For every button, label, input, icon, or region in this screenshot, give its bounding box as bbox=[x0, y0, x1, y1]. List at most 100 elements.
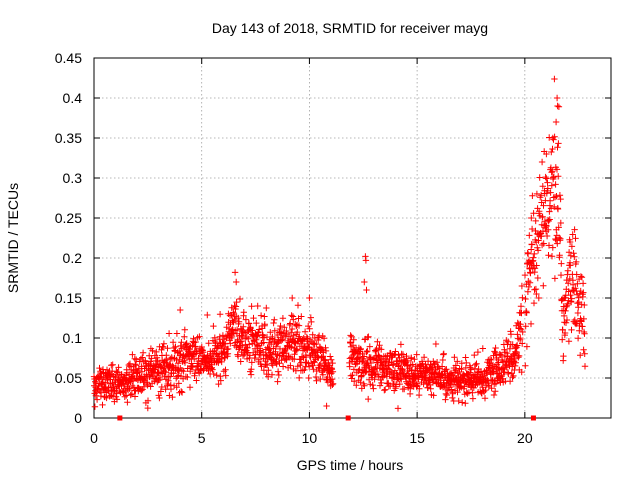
data-point bbox=[548, 182, 555, 189]
data-point bbox=[517, 334, 524, 342]
data-point bbox=[398, 376, 405, 383]
data-point bbox=[566, 275, 573, 283]
data-point bbox=[180, 368, 187, 375]
data-point bbox=[581, 363, 589, 370]
data-point bbox=[258, 363, 265, 370]
data-point bbox=[115, 364, 122, 371]
data-point bbox=[293, 346, 300, 354]
data-point bbox=[305, 322, 312, 330]
data-point bbox=[375, 352, 382, 359]
y-tick-label: 0.1 bbox=[63, 330, 83, 346]
data-point bbox=[357, 345, 364, 353]
data-point bbox=[270, 319, 277, 327]
y-tick-label: 0 bbox=[74, 410, 82, 426]
data-point bbox=[458, 366, 465, 373]
data-point bbox=[215, 359, 222, 366]
data-point bbox=[512, 359, 519, 366]
data-point bbox=[442, 366, 449, 374]
data-point bbox=[543, 150, 550, 158]
data-point bbox=[165, 377, 172, 384]
data-point bbox=[469, 389, 476, 396]
data-point bbox=[265, 367, 272, 374]
data-point bbox=[287, 362, 294, 369]
data-point bbox=[491, 348, 498, 355]
data-point bbox=[557, 235, 564, 242]
data-point bbox=[570, 250, 577, 257]
data-point bbox=[506, 345, 514, 352]
data-point bbox=[306, 294, 313, 302]
data-point bbox=[288, 344, 295, 351]
data-point bbox=[552, 118, 560, 126]
data-point bbox=[92, 378, 99, 385]
data-point bbox=[517, 303, 525, 310]
data-point bbox=[411, 356, 418, 363]
data-point bbox=[538, 158, 546, 166]
data-point bbox=[560, 352, 567, 360]
data-point bbox=[183, 340, 190, 347]
data-point bbox=[402, 359, 410, 366]
data-point bbox=[216, 311, 224, 318]
data-point bbox=[555, 103, 563, 110]
data-point bbox=[232, 303, 240, 310]
data-point bbox=[177, 342, 184, 350]
data-point bbox=[444, 387, 451, 394]
data-point bbox=[327, 353, 334, 360]
zero-point bbox=[530, 415, 536, 421]
data-point bbox=[534, 205, 541, 212]
data-point bbox=[234, 353, 242, 360]
data-point bbox=[177, 350, 184, 358]
data-point bbox=[562, 307, 569, 315]
data-point bbox=[565, 280, 572, 287]
data-point bbox=[358, 358, 366, 366]
data-point bbox=[113, 396, 121, 403]
y-tick-label: 0.45 bbox=[55, 50, 82, 66]
data-point bbox=[273, 360, 280, 368]
data-point bbox=[147, 383, 154, 390]
data-point bbox=[164, 380, 171, 388]
data-point bbox=[472, 361, 479, 369]
data-point bbox=[195, 357, 202, 365]
data-point bbox=[129, 382, 136, 390]
data-point bbox=[263, 370, 270, 378]
data-point bbox=[390, 362, 397, 369]
data-point bbox=[238, 338, 245, 345]
data-point bbox=[535, 294, 542, 302]
data-point bbox=[257, 312, 265, 319]
data-point bbox=[529, 192, 536, 199]
data-point bbox=[157, 388, 164, 395]
data-point bbox=[518, 282, 526, 290]
data-point bbox=[565, 249, 573, 256]
data-point bbox=[427, 385, 434, 392]
data-point bbox=[555, 140, 562, 147]
data-point bbox=[294, 328, 301, 336]
data-point bbox=[454, 388, 461, 396]
data-point bbox=[364, 334, 371, 341]
data-point bbox=[562, 319, 570, 326]
data-point bbox=[99, 378, 106, 386]
data-point bbox=[549, 145, 556, 153]
data-point bbox=[294, 302, 302, 309]
y-tick-label: 0.25 bbox=[55, 210, 82, 226]
data-point bbox=[328, 356, 335, 363]
data-point bbox=[350, 336, 357, 343]
data-point bbox=[380, 366, 387, 374]
data-point bbox=[103, 394, 110, 402]
data-point bbox=[317, 360, 324, 368]
data-point bbox=[274, 378, 281, 385]
data-point bbox=[361, 382, 368, 389]
data-point bbox=[516, 325, 523, 332]
data-point bbox=[488, 385, 495, 392]
data-point bbox=[214, 344, 221, 351]
data-point bbox=[487, 360, 494, 367]
data-point bbox=[528, 214, 535, 222]
data-point bbox=[515, 352, 523, 360]
data-point bbox=[351, 378, 358, 385]
data-point bbox=[153, 348, 160, 356]
data-point bbox=[353, 382, 360, 389]
data-point bbox=[240, 323, 247, 330]
data-point bbox=[349, 371, 356, 379]
data-point bbox=[554, 102, 561, 110]
data-point bbox=[209, 366, 216, 373]
data-point bbox=[361, 278, 368, 286]
data-point bbox=[544, 179, 551, 186]
